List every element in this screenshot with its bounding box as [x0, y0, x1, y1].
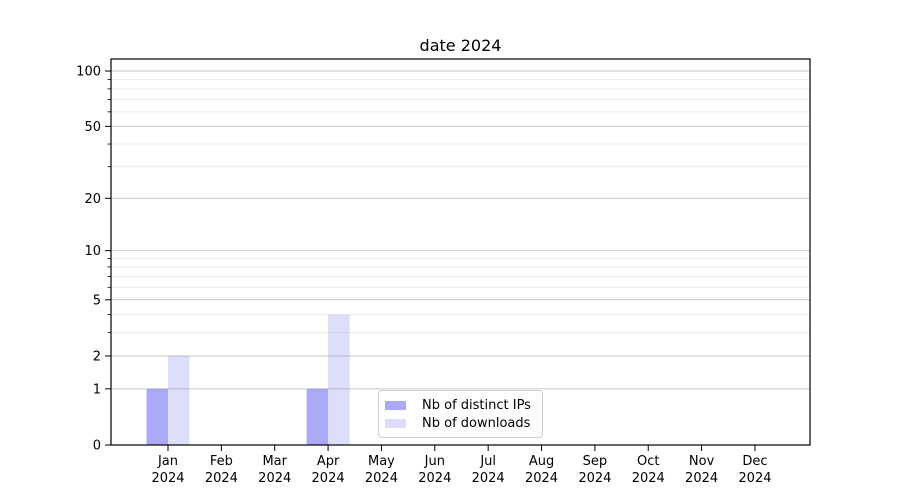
axes-spines — [110, 58, 811, 446]
x-tick-label-year: 2024 — [578, 471, 611, 486]
bar-distinct-ips-apr — [306, 388, 329, 445]
legend: Nb of distinct IPs Nb of downloads — [378, 390, 543, 438]
y-tick-label: 5 — [93, 293, 101, 308]
x-tick-label-year: 2024 — [632, 471, 665, 486]
x-tick-label-month: Oct — [637, 454, 659, 469]
x-tick-label-month: Sep — [583, 454, 608, 469]
legend-label-distinct-ips: Nb of distinct IPs — [422, 397, 531, 413]
x-tick-label-month: Apr — [317, 454, 340, 469]
x-tick-label-month: May — [368, 454, 395, 469]
x-tick-label-month: Feb — [210, 454, 233, 469]
x-tick-label-year: 2024 — [258, 471, 291, 486]
bar-downloads-jan — [168, 355, 190, 445]
x-tick-label-year: 2024 — [525, 471, 558, 486]
x-tick-label-year: 2024 — [472, 471, 505, 486]
chart-title: date 2024 — [419, 36, 502, 55]
legend-swatch-downloads — [385, 418, 406, 428]
x-tick-label-month: Jul — [479, 454, 496, 469]
x-tick-label-month: Dec — [742, 454, 767, 469]
y-tick-label: 1 — [93, 382, 101, 397]
x-tick-label-month: Mar — [262, 454, 287, 469]
x-tick-label-year: 2024 — [738, 471, 771, 486]
x-tick-label-month: Jan — [157, 454, 178, 469]
x-tick-label-year: 2024 — [205, 471, 238, 486]
y-tick-label: 20 — [84, 192, 101, 207]
x-tick-label-month: Aug — [529, 454, 554, 469]
bar-distinct-ips-jan — [146, 388, 168, 445]
legend-label-downloads: Nb of downloads — [422, 415, 531, 431]
x-tick-label-year: 2024 — [151, 471, 184, 486]
legend-item-distinct-ips: Nb of distinct IPs — [385, 396, 531, 414]
x-tick-label-month: Jun — [424, 454, 445, 469]
y-tick-label: 0 — [93, 439, 101, 454]
legend-item-downloads: Nb of downloads — [385, 414, 531, 432]
y-tick-label: 2 — [93, 349, 101, 364]
x-tick-label-year: 2024 — [365, 471, 398, 486]
y-tick-label: 50 — [84, 120, 101, 135]
x-tick-label-month: Nov — [689, 454, 715, 469]
x-tick-label-year: 2024 — [312, 471, 345, 486]
y-tick-label: 100 — [76, 64, 101, 79]
y-tick-label: 10 — [84, 244, 101, 259]
x-tick-label-year: 2024 — [418, 471, 451, 486]
bar-downloads-apr — [328, 314, 350, 445]
legend-swatch-distinct-ips — [385, 400, 406, 410]
x-tick-label-year: 2024 — [685, 471, 718, 486]
